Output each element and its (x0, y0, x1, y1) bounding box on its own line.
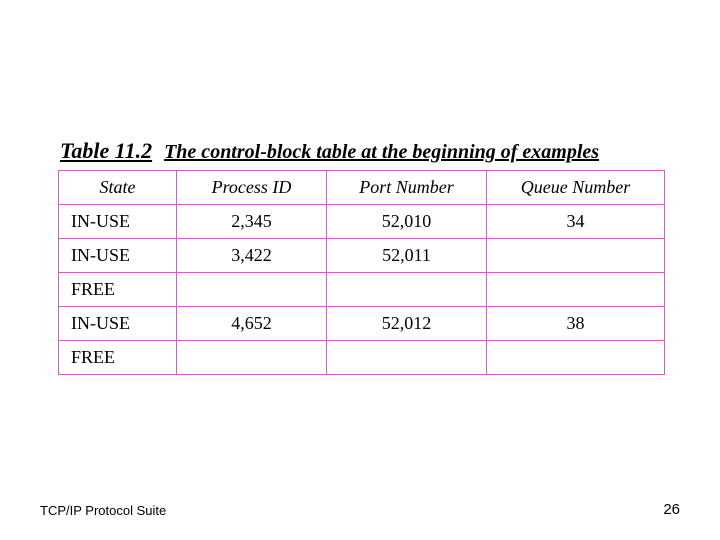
cell-state: FREE (59, 341, 177, 375)
cell-pid (177, 341, 327, 375)
table-header-row: State Process ID Port Number Queue Numbe… (59, 171, 665, 205)
cell-state: IN-USE (59, 239, 177, 273)
footer-text: TCP/IP Protocol Suite (40, 503, 166, 518)
cell-port (327, 273, 487, 307)
cell-queue (487, 341, 665, 375)
table-label: Table 11.2 (60, 138, 152, 163)
cell-state: FREE (59, 273, 177, 307)
table-caption: The control-block table at the beginning… (164, 141, 599, 163)
cell-queue: 38 (487, 307, 665, 341)
cell-port (327, 341, 487, 375)
cell-state: IN-USE (59, 205, 177, 239)
table-row: IN-USE 3,422 52,011 (59, 239, 665, 273)
cell-pid: 2,345 (177, 205, 327, 239)
cell-queue: 34 (487, 205, 665, 239)
cell-queue (487, 239, 665, 273)
cell-port: 52,012 (327, 307, 487, 341)
col-header-port: Port Number (327, 171, 487, 205)
cell-queue (487, 273, 665, 307)
table-title: Table 11.2 The control-block table at th… (60, 138, 680, 164)
control-block-table: State Process ID Port Number Queue Numbe… (58, 170, 665, 375)
table-row: IN-USE 4,652 52,012 38 (59, 307, 665, 341)
col-header-state: State (59, 171, 177, 205)
cell-pid (177, 273, 327, 307)
cell-pid: 3,422 (177, 239, 327, 273)
slide: Table 11.2 The control-block table at th… (0, 0, 720, 540)
cell-port: 52,011 (327, 239, 487, 273)
control-block-table-wrap: State Process ID Port Number Queue Numbe… (58, 170, 664, 375)
table-row: FREE (59, 341, 665, 375)
page-number: 26 (663, 501, 680, 518)
col-header-pid: Process ID (177, 171, 327, 205)
table-row: FREE (59, 273, 665, 307)
cell-port: 52,010 (327, 205, 487, 239)
cell-pid: 4,652 (177, 307, 327, 341)
table-row: IN-USE 2,345 52,010 34 (59, 205, 665, 239)
col-header-queue: Queue Number (487, 171, 665, 205)
cell-state: IN-USE (59, 307, 177, 341)
